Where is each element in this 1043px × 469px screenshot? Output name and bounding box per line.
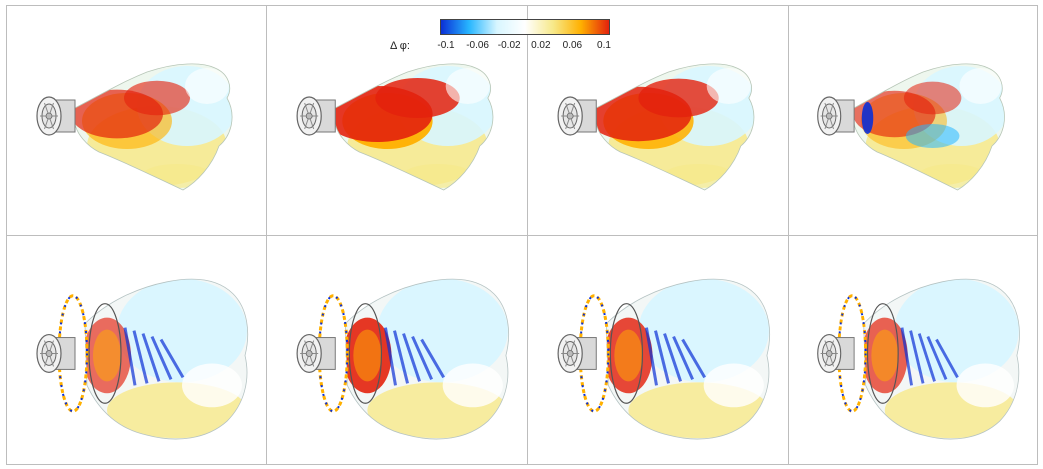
colorbar-tick: -0.1 — [437, 40, 455, 51]
panel-row2-col2 — [267, 236, 527, 464]
burner-nozzle — [296, 333, 336, 373]
flame-render — [296, 63, 494, 191]
panel-row2-col1 — [7, 236, 266, 464]
flame-render — [36, 63, 233, 191]
colorbar-tick: 0.06 — [562, 40, 583, 51]
flame-surface — [85, 279, 248, 440]
flame-surface — [854, 63, 1005, 190]
frame-bottom — [6, 464, 1038, 465]
burner-nozzle — [817, 333, 855, 373]
flame-render — [817, 278, 1020, 440]
colorbar-gradient — [440, 19, 610, 35]
flame-render — [36, 278, 249, 440]
panel-row1-col4 — [789, 6, 1037, 235]
panel-row2-col4 — [789, 236, 1037, 464]
flame-render — [557, 63, 755, 191]
burner-nozzle — [557, 96, 597, 136]
frame-middle — [6, 235, 1038, 236]
burner-nozzle — [36, 96, 76, 136]
cut-plane-ring — [609, 303, 644, 404]
flame-render — [557, 278, 770, 440]
divider-2 — [527, 5, 528, 465]
cut-plane-ring — [348, 303, 383, 404]
vortex-ring — [578, 294, 610, 413]
frame-right — [1037, 5, 1038, 465]
colorbar: Δ φ: -0.1 -0.06 -0.02 0.02 0.06 0.1 — [388, 19, 620, 61]
colorbar-tick: -0.02 — [497, 40, 521, 51]
panel-row2-col3 — [528, 236, 788, 464]
cut-plane-ring — [88, 303, 122, 404]
vortex-ring — [837, 294, 868, 413]
vortex-ring — [317, 294, 349, 413]
flame-surface — [596, 63, 754, 190]
divider-1 — [266, 5, 267, 465]
burner-nozzle — [36, 333, 76, 373]
panel-row1-col1 — [7, 6, 266, 235]
colorbar-tick: 0.02 — [531, 40, 551, 51]
cut-plane-ring — [866, 303, 899, 404]
colorbar-tick: 0.1 — [597, 40, 611, 51]
flame-render — [296, 278, 509, 440]
frame-top — [6, 5, 1038, 6]
panel-row1-col2 — [267, 6, 527, 235]
colorbar-tick: -0.06 — [466, 40, 489, 51]
burner-nozzle — [817, 96, 855, 136]
burner-nozzle — [296, 96, 336, 136]
divider-3 — [788, 5, 789, 465]
flame-render — [817, 63, 1005, 191]
flame-surface — [345, 279, 509, 440]
burner-nozzle — [557, 333, 597, 373]
flame-surface — [75, 63, 233, 190]
vortex-ring — [57, 294, 89, 413]
frame-left — [6, 5, 7, 465]
flame-surface — [863, 279, 1020, 440]
colorbar-label: Δ φ: — [390, 40, 410, 52]
panel-row1-col3 — [528, 6, 788, 235]
flame-surface — [335, 63, 493, 190]
